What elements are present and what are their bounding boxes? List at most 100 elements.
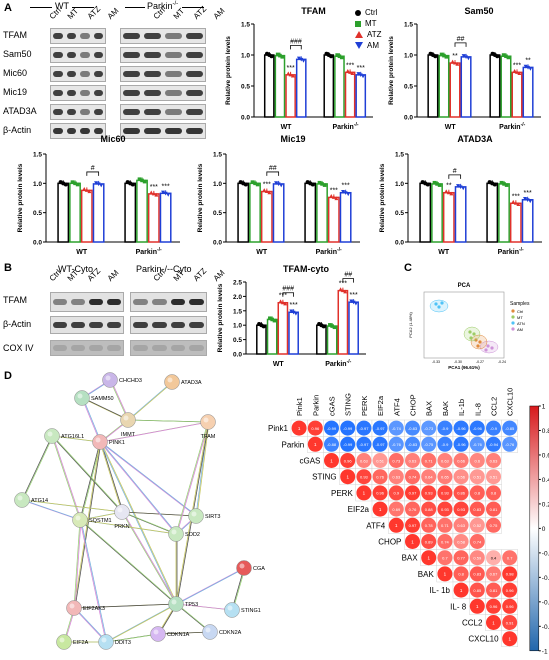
- heatmap-cell: [469, 534, 485, 549]
- blot-band: [170, 299, 186, 305]
- blot-band: [165, 52, 182, 58]
- heatmap-cell: [340, 453, 356, 468]
- y-tick-label: 1.5: [33, 152, 42, 159]
- x-tick-label: WT: [76, 249, 88, 256]
- network-node-highlight: [117, 507, 123, 513]
- heatmap-value: -0.76: [473, 442, 483, 447]
- data-point: [512, 68, 517, 73]
- data-point: [275, 52, 280, 57]
- bar: [348, 301, 359, 355]
- blot-lane-label: AM: [105, 6, 121, 21]
- heatmap-value: 0.96: [506, 604, 515, 609]
- data-point: [464, 55, 469, 60]
- bar: [486, 182, 499, 243]
- network-edge: [74, 441, 102, 609]
- data-point: [515, 70, 520, 74]
- heatmap-cell: [421, 453, 437, 468]
- chart-mic60: Mic60 Relative protein levels 0.0 0.5 1.0 1.5…: [17, 134, 180, 256]
- heatmap-cell: [372, 501, 388, 517]
- significance-label: ***: [162, 183, 170, 190]
- network-node-label: EIF2A: [73, 640, 89, 646]
- data-point: [349, 299, 354, 304]
- heatmap-value: 0.83: [473, 507, 482, 512]
- data-point: [154, 192, 159, 197]
- heatmap-cell: [437, 420, 453, 436]
- blot-band: [89, 345, 103, 351]
- network-edge: [127, 381, 173, 421]
- bar: [339, 191, 352, 243]
- network-edge: [79, 519, 177, 605]
- data-point: [250, 180, 255, 184]
- heatmap-value: 1: [492, 620, 495, 625]
- blot-band: [53, 345, 67, 351]
- heatmap-cell: [453, 517, 469, 533]
- data-point: [340, 288, 345, 293]
- blot-band: [186, 33, 203, 39]
- data-point: [425, 182, 430, 187]
- heatmap-row-label: ATF4: [366, 521, 386, 530]
- heatmap-value: 0.78: [425, 523, 434, 528]
- colorbar-label: 0.6: [542, 452, 549, 459]
- data-point: [280, 300, 285, 305]
- data-point: [490, 346, 494, 350]
- heatmap-value: 0.81: [490, 588, 499, 593]
- heatmap-cell: [486, 420, 501, 436]
- network-edge: [106, 633, 160, 643]
- heatmap-cell: [469, 453, 485, 468]
- heatmap-value: 0.6: [475, 458, 481, 463]
- network-edge: [81, 397, 101, 443]
- significance-label: #: [453, 168, 457, 175]
- blot-band: [151, 345, 167, 351]
- heatmap-cell: [405, 436, 420, 452]
- blot-band: [93, 33, 103, 39]
- data-point: [130, 182, 135, 187]
- blot-band: [53, 33, 63, 39]
- data-point: [286, 71, 291, 76]
- network-edge: [73, 519, 81, 609]
- heatmap-value: 0.74: [409, 475, 418, 480]
- data-point: [433, 54, 438, 59]
- data-point: [525, 198, 530, 202]
- bar: [316, 324, 327, 355]
- significance-label: ***: [512, 193, 520, 200]
- heatmap-cell: [453, 485, 469, 501]
- blot-band: [165, 90, 182, 96]
- y-tick-label: 0.5: [395, 210, 404, 217]
- heatmap-value: 0.8: [491, 491, 497, 496]
- network-node-label: SOD2: [185, 532, 200, 538]
- colorbar-label: 1: [542, 404, 546, 411]
- x-tick-sup: -/-: [347, 359, 352, 365]
- legend-marker: [355, 20, 361, 27]
- heatmap-cell: [469, 436, 485, 452]
- network-node: [66, 600, 82, 616]
- blot-row-label: β-Actin: [3, 319, 32, 329]
- heatmap-cell: [356, 469, 372, 485]
- data-point: [449, 191, 454, 196]
- x-tick-label: WT: [281, 124, 293, 131]
- heatmap-value: 1: [363, 491, 366, 496]
- legend-marker: [355, 42, 363, 49]
- network-node-highlight: [105, 375, 111, 381]
- legend-item: AM: [355, 41, 379, 50]
- data-point: [528, 199, 533, 204]
- panel-letter-a: A: [4, 2, 12, 14]
- heatmap-value: 0.51: [376, 458, 385, 463]
- data-point: [332, 325, 337, 330]
- heatmap-value: 0.96: [376, 491, 385, 496]
- significance-label: **: [525, 57, 531, 64]
- legend-label: ATZ: [367, 30, 382, 39]
- heatmap-value: 0.63: [441, 458, 450, 463]
- significance-label: ##: [457, 36, 465, 43]
- heatmap-col-label: Parkin: [311, 395, 320, 416]
- heatmap-cell: [437, 566, 453, 582]
- bar: [295, 58, 307, 118]
- data-point: [492, 182, 497, 187]
- blot-row-label: Mic60: [3, 68, 28, 78]
- panel-letter-c: C: [404, 262, 412, 274]
- heatmap-cell: [372, 485, 388, 501]
- x-tick-label: WT: [445, 124, 457, 131]
- blot-band: [93, 52, 103, 58]
- blot-strip: [130, 292, 207, 312]
- data-point: [345, 68, 350, 73]
- blot-strip: [50, 66, 106, 82]
